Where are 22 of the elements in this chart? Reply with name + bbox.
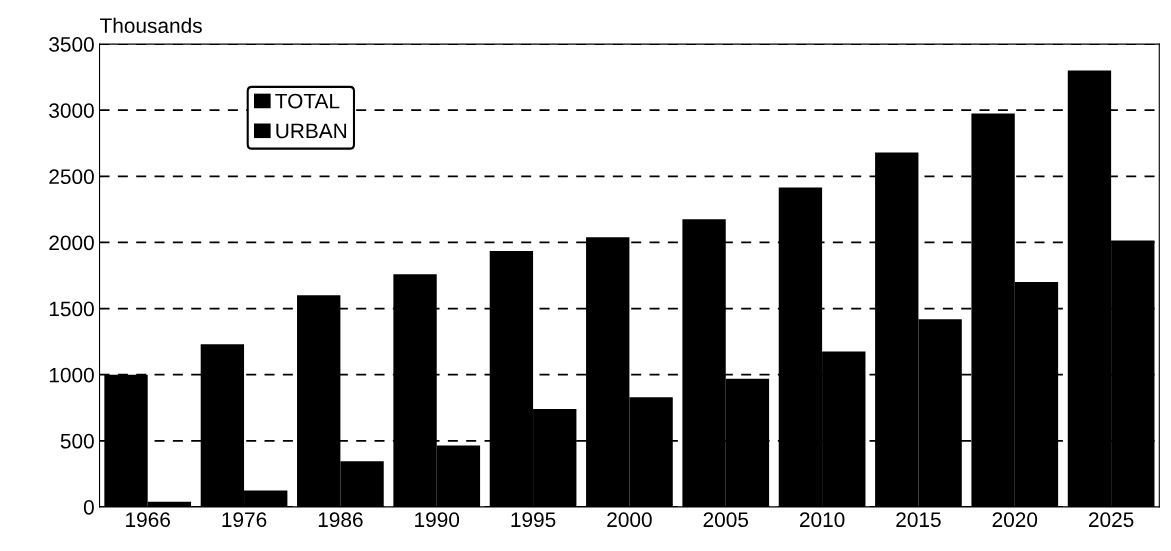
x-tick-label: 2015 <box>896 512 941 528</box>
y-tick-label: 500 <box>60 433 94 449</box>
y-tick-label: 0 <box>83 499 94 515</box>
x-tick-label: 2010 <box>799 512 845 528</box>
y-tick-label: 3500 <box>49 37 94 52</box>
legend-label: URBAN <box>276 123 347 139</box>
y-tick-label: 2000 <box>49 235 94 251</box>
y-tick-label: 2500 <box>49 169 94 185</box>
x-tick-label: 1976 <box>222 512 267 528</box>
x-tick-label: 2005 <box>703 512 749 528</box>
y-tick-label: 1500 <box>49 301 94 317</box>
x-tick-label: 1990 <box>415 512 460 528</box>
x-tick-label: 1995 <box>511 512 556 528</box>
x-tick-label: 2025 <box>1089 512 1134 528</box>
x-tick-label: 2000 <box>607 512 652 528</box>
y-axis-title: Thousands <box>100 17 202 34</box>
x-tick-label: 2020 <box>992 512 1038 528</box>
x-tick-label: 1966 <box>126 512 170 528</box>
y-tick-label: 3000 <box>49 103 94 118</box>
legend-label: TOTAL <box>275 93 340 109</box>
y-tick-label: 1000 <box>49 367 94 383</box>
x-tick-label: 1986 <box>318 512 363 528</box>
